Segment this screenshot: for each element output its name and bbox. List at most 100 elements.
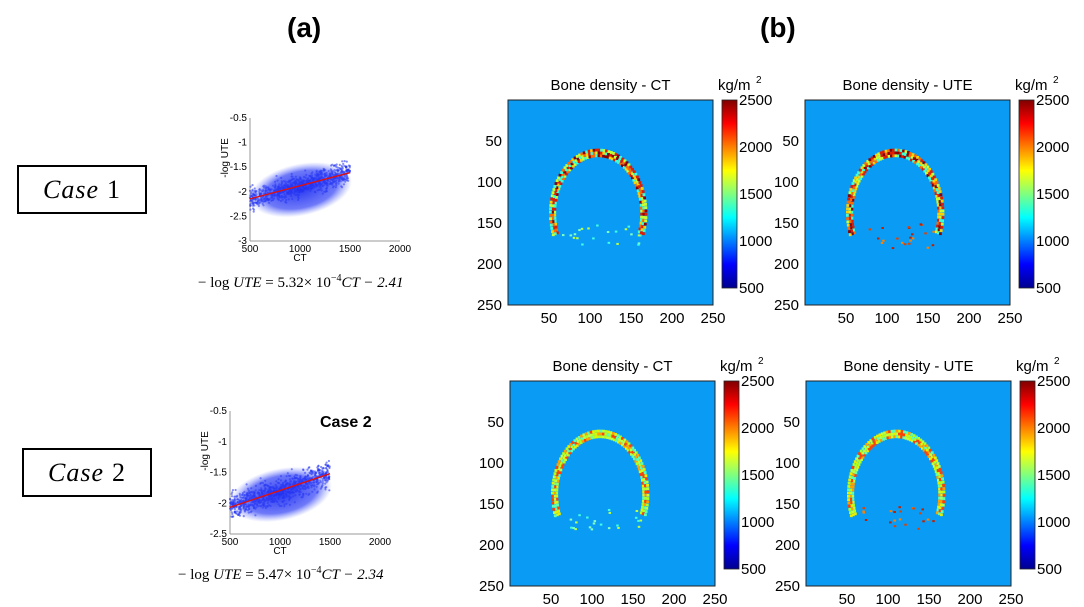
scatter-point bbox=[249, 185, 252, 188]
heatmap-ring-pixel bbox=[563, 174, 567, 178]
heatmap-ring-pixel bbox=[848, 213, 851, 217]
heatmap-ring-pixel bbox=[646, 500, 650, 504]
heatmap-ring-pixel bbox=[924, 450, 928, 454]
heatmap-y-tick-label: 200 bbox=[479, 537, 504, 554]
heatmap-ring-pixel bbox=[919, 438, 923, 442]
heatmap-ring-pixel bbox=[609, 151, 613, 154]
heatmap-ring-pixel bbox=[925, 444, 929, 448]
heatmap-ring-pixel bbox=[634, 451, 638, 455]
heatmap-ring-pixel bbox=[634, 455, 638, 459]
heatmap-fragment-pixel bbox=[580, 227, 584, 230]
heatmap-ring-pixel bbox=[869, 160, 873, 164]
heatmap-ring-pixel bbox=[930, 181, 934, 185]
heatmap-ring-pixel bbox=[628, 171, 631, 175]
heatmap-ring-pixel bbox=[592, 151, 596, 155]
heatmap-ring-pixel bbox=[899, 151, 903, 155]
heatmap-ring-pixel bbox=[644, 500, 647, 503]
heatmap-ring-pixel bbox=[640, 478, 644, 482]
heatmap-ring-pixel bbox=[599, 435, 603, 439]
heatmap-ring-pixel bbox=[553, 501, 557, 504]
heatmap-unit-superscript: 2 bbox=[758, 356, 764, 367]
heatmap-ring-pixel bbox=[563, 170, 567, 174]
heatmap-ring-pixel bbox=[644, 474, 648, 478]
heatmap-ring-pixel bbox=[636, 182, 640, 186]
heatmap-ring-pixel bbox=[640, 209, 644, 213]
heatmap-4: 50 100 150 200 250 50 100 150 200 250 Bone density… bbox=[775, 356, 1070, 607]
heatmap-ring-pixel bbox=[937, 481, 941, 485]
heatmap-ring-pixel bbox=[936, 200, 940, 204]
heatmap-fragment-pixel bbox=[587, 227, 590, 230]
heatmap-ring-pixel bbox=[932, 458, 935, 461]
heatmap-ring-pixel bbox=[851, 225, 855, 229]
heatmap-ring-pixel bbox=[632, 170, 636, 174]
heatmap-ring-pixel bbox=[557, 176, 560, 180]
heatmap-ring-pixel bbox=[936, 475, 940, 479]
heatmap-ring-pixel bbox=[902, 436, 906, 440]
heatmap-ring-pixel bbox=[935, 511, 939, 515]
heatmap-ring-pixel bbox=[562, 456, 566, 460]
heatmap-ring-pixel bbox=[614, 433, 618, 436]
heatmap-ring-pixel bbox=[852, 231, 856, 235]
heatmap-ring-pixel bbox=[642, 487, 645, 491]
heatmap-ring-pixel bbox=[858, 456, 862, 460]
heatmap-ring-pixel bbox=[849, 491, 852, 495]
heatmap-ring-pixel bbox=[930, 451, 934, 455]
heatmap-y-tick-label: 200 bbox=[774, 256, 799, 273]
heatmap-ring-pixel bbox=[615, 439, 618, 443]
scatter-x-tick-label: 1500 bbox=[319, 537, 342, 548]
heatmap-ring-pixel bbox=[555, 500, 559, 504]
heatmap-ring-pixel bbox=[940, 199, 944, 203]
heatmap-ring-pixel bbox=[905, 431, 909, 435]
heatmap-ring-pixel bbox=[852, 482, 855, 486]
scatter-point bbox=[229, 507, 232, 510]
heatmap-ring-pixel bbox=[916, 162, 919, 166]
heatmap-ring-pixel bbox=[855, 461, 859, 465]
heatmap-ring-pixel bbox=[863, 449, 866, 453]
heatmap-ring-pixel bbox=[549, 223, 553, 227]
heatmap-fragment-pixel bbox=[907, 226, 911, 229]
heatmap-ring-pixel bbox=[619, 156, 623, 159]
heatmap-ring-pixel bbox=[616, 157, 619, 160]
heatmap-ring-pixel bbox=[551, 481, 555, 485]
heatmap-ring-pixel bbox=[915, 435, 918, 439]
heatmap-ring-pixel bbox=[939, 471, 943, 474]
heatmap-x-tick-label: 100 bbox=[577, 310, 602, 327]
heatmap-ring-pixel bbox=[619, 442, 623, 445]
heatmap-ring-pixel bbox=[553, 185, 557, 188]
heatmap-ring-pixel bbox=[556, 503, 559, 507]
heatmap-ring-pixel bbox=[921, 167, 925, 171]
heatmap-ring-pixel bbox=[556, 463, 560, 466]
heatmap-y-tick-label: 50 bbox=[783, 414, 800, 431]
heatmap-ring-pixel bbox=[611, 432, 615, 435]
scatter-density-cloud bbox=[229, 466, 332, 523]
heatmap-ring-pixel bbox=[600, 148, 603, 152]
heatmap-ring-pixel bbox=[608, 436, 612, 440]
heatmap-ring-pixel bbox=[938, 190, 942, 193]
heatmap-ring-pixel bbox=[592, 435, 596, 439]
heatmap-ring-pixel bbox=[553, 514, 557, 518]
heatmap-ring-pixel bbox=[938, 468, 942, 471]
heatmap-ring-pixel bbox=[849, 226, 853, 230]
scatter-point bbox=[230, 515, 233, 518]
heatmap-ring-pixel bbox=[854, 464, 858, 468]
heatmap-ring-pixel bbox=[879, 436, 882, 439]
heatmap-ring-pixel bbox=[558, 178, 562, 181]
heatmap-ring-pixel bbox=[908, 438, 912, 442]
heatmap-ring-pixel bbox=[848, 191, 852, 195]
eq2-exp: −4 bbox=[310, 565, 322, 576]
heatmap-ring-pixel bbox=[551, 213, 554, 217]
heatmap-ring-pixel bbox=[882, 153, 886, 157]
heatmap-ring-pixel bbox=[937, 472, 941, 475]
heatmap-ring-pixel bbox=[878, 433, 882, 437]
heatmap-ring-pixel bbox=[644, 209, 648, 213]
heatmap-ring-pixel bbox=[850, 232, 854, 236]
heatmap-y-tick-label: 50 bbox=[485, 133, 502, 150]
heatmap-ring-pixel bbox=[926, 169, 930, 173]
heatmap-ring-pixel bbox=[621, 157, 625, 161]
heatmap-ring-pixel bbox=[642, 490, 646, 494]
heatmap-ring-pixel bbox=[585, 435, 589, 438]
heatmap-ring-pixel bbox=[583, 154, 587, 157]
heatmap-ring-pixel bbox=[929, 178, 933, 182]
heatmap-ring-pixel bbox=[637, 460, 641, 464]
heatmap-fragment-pixel bbox=[592, 522, 596, 525]
